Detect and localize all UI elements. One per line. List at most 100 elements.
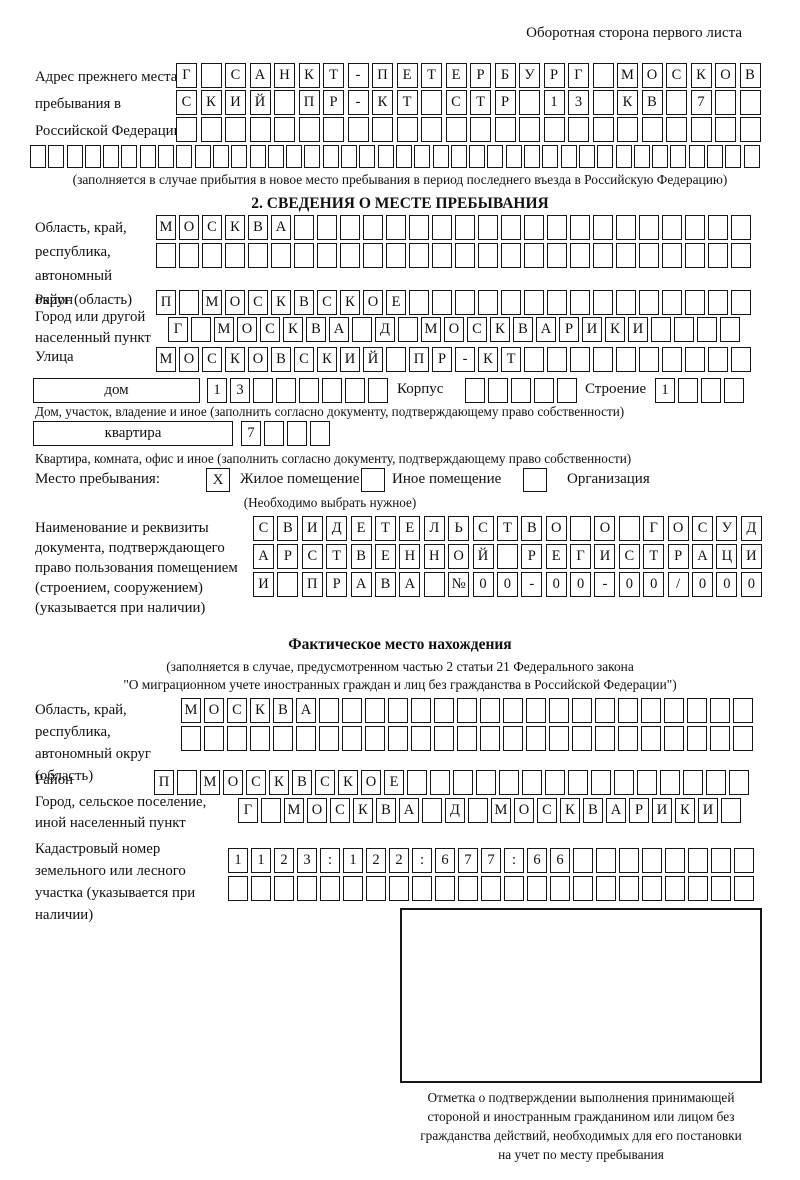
char-cell[interactable]: К	[317, 347, 337, 372]
char-cell[interactable]	[597, 145, 614, 168]
char-cell[interactable]: С	[537, 798, 557, 823]
char-cell[interactable]: Р	[543, 63, 565, 88]
char-cell[interactable]: /	[667, 572, 689, 597]
char-cell[interactable]	[568, 770, 588, 795]
char-cell[interactable]	[731, 347, 751, 372]
char-cell[interactable]	[478, 215, 498, 240]
char-cell[interactable]	[434, 726, 454, 751]
char-cell[interactable]	[430, 770, 450, 795]
char-cell[interactable]: Е	[350, 516, 372, 541]
char-cell[interactable]	[299, 378, 319, 403]
char-cell[interactable]: Д	[375, 317, 395, 342]
char-cell[interactable]	[743, 145, 760, 168]
char-cell[interactable]	[641, 698, 661, 723]
char-cell[interactable]: 3	[230, 378, 250, 403]
char-cell[interactable]: Р	[432, 347, 452, 372]
char-cell[interactable]: С	[301, 544, 323, 569]
char-cell[interactable]: С	[472, 516, 494, 541]
char-cell[interactable]	[396, 117, 418, 142]
char-cell[interactable]	[267, 145, 284, 168]
char-cell[interactable]: 6	[550, 848, 570, 873]
char-cell[interactable]: Е	[374, 544, 396, 569]
char-cell[interactable]	[455, 290, 475, 315]
char-cell[interactable]	[715, 117, 736, 142]
char-cell[interactable]	[468, 798, 488, 823]
char-cell[interactable]: О	[179, 215, 199, 240]
char-cell[interactable]: Т	[496, 516, 518, 541]
char-cell[interactable]	[592, 90, 614, 115]
char-cell[interactable]: К	[478, 347, 498, 372]
char-cell[interactable]: К	[560, 798, 580, 823]
char-cell[interactable]	[633, 145, 650, 168]
char-cell[interactable]: О	[363, 290, 383, 315]
char-cell[interactable]: Г	[176, 63, 197, 88]
char-cell[interactable]	[200, 117, 222, 142]
char-cell[interactable]: Т	[421, 63, 442, 88]
char-cell[interactable]	[179, 243, 199, 268]
char-cell[interactable]	[340, 215, 360, 240]
char-cell[interactable]: 0	[545, 572, 567, 597]
char-cell[interactable]	[596, 876, 616, 901]
char-cell[interactable]	[708, 243, 728, 268]
char-cell[interactable]	[708, 215, 728, 240]
char-cell[interactable]	[641, 726, 661, 751]
char-cell[interactable]	[469, 145, 486, 168]
char-cell[interactable]	[711, 848, 731, 873]
char-cell[interactable]	[662, 347, 682, 372]
char-cell[interactable]	[662, 215, 682, 240]
char-cell[interactable]: А	[399, 798, 419, 823]
char-cell[interactable]: С	[666, 63, 687, 88]
char-cell[interactable]	[503, 698, 523, 723]
char-cell[interactable]: 2	[366, 848, 386, 873]
char-cell[interactable]	[572, 726, 592, 751]
char-cell[interactable]: 3	[297, 848, 317, 873]
char-cell[interactable]	[725, 145, 742, 168]
char-cell[interactable]	[156, 243, 176, 268]
char-cell[interactable]	[432, 215, 452, 240]
char-cell[interactable]: К	[690, 63, 712, 88]
char-cell[interactable]	[550, 876, 570, 901]
char-cell[interactable]: -	[455, 347, 475, 372]
char-cell[interactable]	[616, 215, 636, 240]
char-cell[interactable]: Й	[363, 347, 383, 372]
char-cell[interactable]	[499, 770, 519, 795]
char-cell[interactable]	[340, 243, 360, 268]
char-cell[interactable]	[480, 698, 500, 723]
char-cell[interactable]	[596, 848, 616, 873]
char-cell[interactable]	[614, 770, 634, 795]
char-cell[interactable]	[642, 848, 662, 873]
char-cell[interactable]	[616, 347, 636, 372]
char-cell[interactable]	[724, 378, 744, 403]
char-cell[interactable]	[422, 798, 442, 823]
char-cell[interactable]: С	[176, 90, 197, 115]
char-cell[interactable]	[652, 145, 669, 168]
char-cell[interactable]: С	[202, 215, 222, 240]
char-cell[interactable]: С	[246, 770, 266, 795]
char-cell[interactable]: Г	[168, 317, 188, 342]
char-cell[interactable]	[231, 145, 248, 168]
char-cell[interactable]: К	[200, 90, 222, 115]
char-cell[interactable]	[731, 215, 751, 240]
char-cell[interactable]	[298, 117, 320, 142]
char-cell[interactable]	[194, 145, 211, 168]
char-cell[interactable]: В	[513, 317, 533, 342]
char-cell[interactable]	[560, 145, 577, 168]
char-cell[interactable]	[411, 726, 431, 751]
char-cell[interactable]	[534, 378, 554, 403]
char-cell[interactable]: О	[667, 516, 689, 541]
char-cell[interactable]	[670, 145, 687, 168]
char-cell[interactable]: И	[652, 798, 672, 823]
char-cell[interactable]	[715, 90, 736, 115]
char-cell[interactable]: И	[225, 90, 246, 115]
char-cell[interactable]	[225, 243, 245, 268]
char-cell[interactable]: Е	[396, 63, 418, 88]
char-cell[interactable]	[593, 290, 613, 315]
char-cell[interactable]	[739, 90, 761, 115]
char-cell[interactable]	[573, 876, 593, 901]
char-cell[interactable]: 1	[228, 848, 248, 873]
char-cell[interactable]: В	[350, 544, 372, 569]
char-cell[interactable]	[660, 770, 680, 795]
char-cell[interactable]	[455, 215, 475, 240]
char-cell[interactable]	[592, 63, 614, 88]
char-cell[interactable]	[570, 347, 590, 372]
